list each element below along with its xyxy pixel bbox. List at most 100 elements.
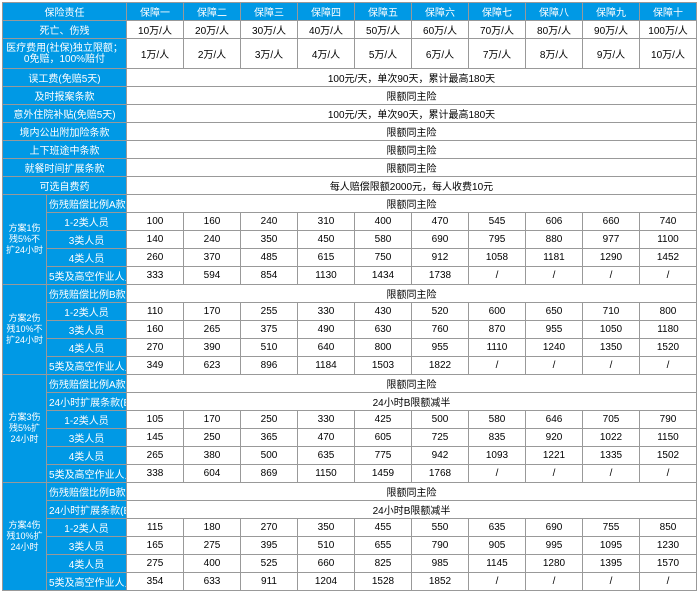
- value-cell: 6万/人: [412, 39, 469, 69]
- value-cell: 1240: [526, 339, 583, 357]
- value-cell: 710: [583, 303, 640, 321]
- sub-label: 3类人员: [47, 321, 127, 339]
- value-cell: 80万/人: [526, 21, 583, 39]
- value-cell: 510: [298, 537, 355, 555]
- value-cell: /: [640, 267, 697, 285]
- value-cell: 525: [241, 555, 298, 573]
- sub-label: 伤残赔偿比例A款: [47, 195, 127, 213]
- value-cell: 470: [298, 429, 355, 447]
- span-cell: 限额同主险: [127, 159, 697, 177]
- value-cell: 635: [469, 519, 526, 537]
- value-cell: 800: [355, 339, 412, 357]
- value-cell: 70万/人: [469, 21, 526, 39]
- value-cell: 270: [127, 339, 184, 357]
- value-cell: 240: [241, 213, 298, 231]
- header-plan: 保障三: [241, 3, 298, 21]
- sub-label: 3类人员: [47, 429, 127, 447]
- span-cell: 限额同主险: [127, 195, 697, 213]
- header-plan: 保障五: [355, 3, 412, 21]
- sub-label: 3类人员: [47, 231, 127, 249]
- value-cell: /: [526, 357, 583, 375]
- value-cell: 349: [127, 357, 184, 375]
- row-label: 意外住院补贴(免赔5天): [3, 105, 127, 123]
- value-cell: /: [469, 465, 526, 483]
- value-cell: 20万/人: [184, 21, 241, 39]
- value-cell: 655: [355, 537, 412, 555]
- sub-label: 伤残赔偿比例B款: [47, 285, 127, 303]
- value-cell: 490: [298, 321, 355, 339]
- row-label: 境内公出附加险条款: [3, 123, 127, 141]
- value-cell: 520: [412, 303, 469, 321]
- value-cell: 640: [298, 339, 355, 357]
- header-liability: 保险责任: [3, 3, 127, 21]
- value-cell: 1503: [355, 357, 412, 375]
- value-cell: 905: [469, 537, 526, 555]
- value-cell: 835: [469, 429, 526, 447]
- value-cell: 1459: [355, 465, 412, 483]
- value-cell: 1181: [526, 249, 583, 267]
- value-cell: /: [640, 573, 697, 591]
- value-cell: 869: [241, 465, 298, 483]
- value-cell: 255: [241, 303, 298, 321]
- value-cell: 1110: [469, 339, 526, 357]
- header-plan: 保障一: [127, 3, 184, 21]
- value-cell: 240: [184, 231, 241, 249]
- value-cell: 275: [127, 555, 184, 573]
- sub-label: 5类及高空作业人员: [47, 267, 127, 285]
- header-plan: 保障六: [412, 3, 469, 21]
- value-cell: 30万/人: [241, 21, 298, 39]
- value-cell: 50万/人: [355, 21, 412, 39]
- row-label: 死亡、伤残: [3, 21, 127, 39]
- value-cell: 1022: [583, 429, 640, 447]
- value-cell: /: [640, 357, 697, 375]
- span-cell: 限额同主险: [127, 123, 697, 141]
- value-cell: 985: [412, 555, 469, 573]
- value-cell: 600: [469, 303, 526, 321]
- value-cell: /: [526, 465, 583, 483]
- row-label: 可选自费药: [3, 177, 127, 195]
- sub-label: 5类及高空作业人员: [47, 465, 127, 483]
- value-cell: 180: [184, 519, 241, 537]
- value-cell: 995: [526, 537, 583, 555]
- value-cell: 955: [526, 321, 583, 339]
- insurance-table: 保险责任保障一保障二保障三保障四保障五保障六保障七保障八保障九保障十死亡、伤残1…: [2, 2, 697, 591]
- value-cell: 1230: [640, 537, 697, 555]
- row-label: 上下班途中条款: [3, 141, 127, 159]
- value-cell: 690: [526, 519, 583, 537]
- value-cell: 105: [127, 411, 184, 429]
- span-cell: 24小时B限额减半: [127, 501, 697, 519]
- value-cell: 580: [355, 231, 412, 249]
- value-cell: 955: [412, 339, 469, 357]
- header-plan: 保障九: [583, 3, 640, 21]
- value-cell: 250: [241, 411, 298, 429]
- value-cell: 60万/人: [412, 21, 469, 39]
- value-cell: 580: [469, 411, 526, 429]
- row-label: 误工费(免赔5天): [3, 69, 127, 87]
- side-label: 方案3伤残5%扩24小时: [3, 375, 47, 483]
- value-cell: 1434: [355, 267, 412, 285]
- value-cell: 160: [127, 321, 184, 339]
- value-cell: 870: [469, 321, 526, 339]
- header-plan: 保障十: [640, 3, 697, 21]
- value-cell: 270: [241, 519, 298, 537]
- side-label: 方案4伤残10%扩24小时: [3, 483, 47, 591]
- value-cell: 1738: [412, 267, 469, 285]
- value-cell: 550: [412, 519, 469, 537]
- value-cell: /: [640, 465, 697, 483]
- value-cell: 2万/人: [184, 39, 241, 69]
- sub-label: 3类人员: [47, 537, 127, 555]
- row-label: 医疗费用(社保)独立限额；0免赔，100%赔付: [3, 39, 127, 69]
- value-cell: 594: [184, 267, 241, 285]
- value-cell: 660: [583, 213, 640, 231]
- value-cell: 604: [184, 465, 241, 483]
- sub-label: 伤残赔偿比例B款: [47, 483, 127, 501]
- value-cell: 170: [184, 303, 241, 321]
- value-cell: 390: [184, 339, 241, 357]
- value-cell: 1290: [583, 249, 640, 267]
- value-cell: 140: [127, 231, 184, 249]
- value-cell: 9万/人: [583, 39, 640, 69]
- value-cell: 1350: [583, 339, 640, 357]
- value-cell: 425: [355, 411, 412, 429]
- value-cell: 1180: [640, 321, 697, 339]
- value-cell: 690: [412, 231, 469, 249]
